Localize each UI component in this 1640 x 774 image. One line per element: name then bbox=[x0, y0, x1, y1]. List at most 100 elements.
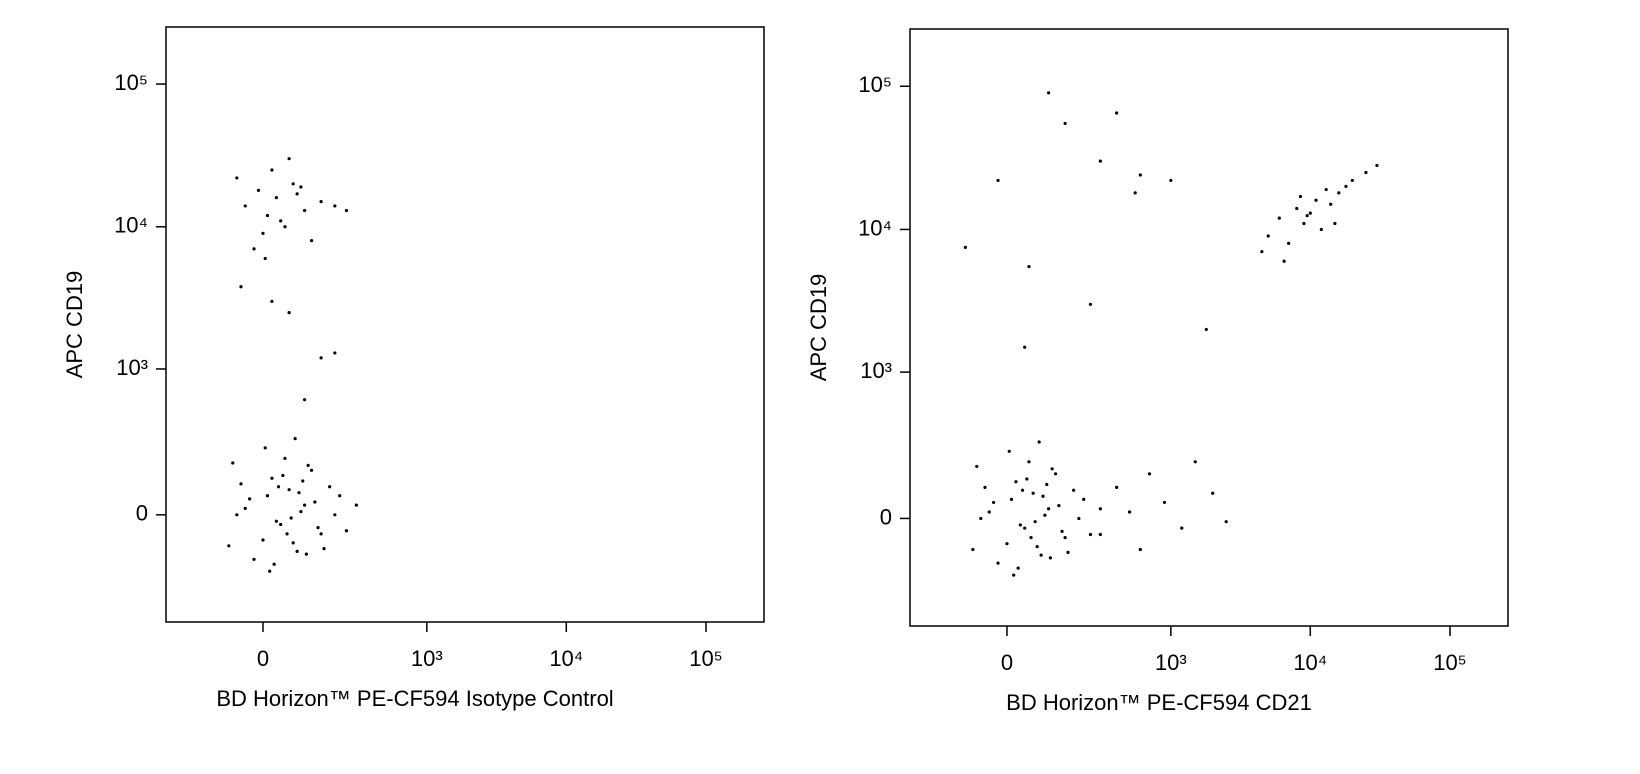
event-dot bbox=[333, 513, 337, 517]
event-dot bbox=[1266, 234, 1270, 238]
event-dot bbox=[996, 178, 1000, 183]
y-tick-label: 0 bbox=[136, 501, 148, 526]
event-dot bbox=[1039, 553, 1043, 557]
event-dot bbox=[333, 351, 337, 355]
event-dot bbox=[287, 488, 291, 492]
event-dot bbox=[319, 200, 323, 204]
event-dot bbox=[1098, 159, 1102, 163]
event-dot bbox=[1046, 91, 1051, 95]
event-dot bbox=[1115, 485, 1119, 489]
x-axis-title: BD Horizon™ PE-CF594 Isotype Control bbox=[216, 686, 613, 711]
event-dot bbox=[299, 185, 303, 189]
event-dot bbox=[338, 494, 342, 498]
event-dot bbox=[302, 398, 307, 402]
x-tick-label: 10⁵ bbox=[1433, 650, 1467, 675]
event-dot bbox=[287, 157, 291, 161]
plot-frame bbox=[909, 28, 1509, 627]
event-dot bbox=[1033, 520, 1037, 524]
event-dot bbox=[1053, 472, 1058, 476]
event-dot bbox=[274, 519, 278, 523]
y-axis-title: APC CD19 bbox=[62, 271, 87, 379]
event-dot bbox=[243, 204, 247, 208]
y-tick-label: 10³ bbox=[116, 355, 148, 380]
event-dot bbox=[313, 500, 317, 504]
event-dot bbox=[287, 311, 291, 315]
event-dot bbox=[1072, 488, 1076, 492]
event-dot bbox=[239, 482, 243, 486]
x-tick-label: 0 bbox=[257, 646, 269, 671]
event-dot bbox=[1005, 542, 1009, 546]
event-dot bbox=[1277, 216, 1281, 220]
event-dot bbox=[1035, 545, 1039, 549]
event-dot bbox=[1016, 566, 1020, 570]
event-dot bbox=[344, 208, 349, 213]
event-dot bbox=[1364, 170, 1368, 175]
event-dot bbox=[1014, 480, 1018, 484]
event-dot bbox=[987, 510, 991, 514]
event-dot bbox=[1350, 178, 1354, 183]
event-dot bbox=[1043, 513, 1047, 517]
event-dot bbox=[1298, 194, 1303, 199]
event-dot bbox=[301, 479, 305, 483]
event-dot bbox=[354, 503, 358, 507]
event-dot bbox=[309, 468, 314, 472]
event-dot bbox=[235, 513, 239, 517]
event-dot bbox=[295, 549, 299, 553]
event-dot bbox=[252, 557, 256, 561]
event-dot bbox=[302, 208, 307, 213]
event-dot bbox=[1133, 191, 1137, 195]
y-tick-label: 10⁵ bbox=[114, 70, 148, 95]
x-tick-label: 10³ bbox=[411, 646, 443, 671]
event-dot bbox=[322, 547, 326, 551]
event-dot bbox=[235, 176, 239, 180]
event-dot bbox=[1057, 503, 1061, 508]
event-dot bbox=[1027, 460, 1031, 464]
event-dot bbox=[1009, 497, 1014, 501]
event-dot bbox=[295, 192, 299, 196]
event-dot bbox=[1012, 573, 1016, 577]
event-dot bbox=[328, 485, 332, 489]
event-dot bbox=[1048, 556, 1052, 560]
event-dot bbox=[1295, 206, 1299, 211]
event-dot bbox=[291, 182, 295, 186]
event-dot bbox=[1050, 467, 1054, 471]
plot-frame bbox=[165, 26, 765, 623]
event-dot bbox=[996, 561, 1000, 565]
event-dot bbox=[268, 569, 272, 573]
event-dot bbox=[1305, 213, 1309, 218]
y-tick-label: 0 bbox=[880, 504, 892, 529]
event-dot bbox=[983, 485, 987, 489]
event-dot bbox=[963, 245, 967, 249]
event-dot bbox=[276, 485, 281, 489]
event-dot bbox=[265, 494, 270, 498]
x-axis-title: BD Horizon™ PE-CF594 CD21 bbox=[1006, 690, 1312, 715]
event-dot bbox=[243, 506, 247, 510]
event-dot bbox=[1180, 526, 1184, 530]
event-dot bbox=[1324, 187, 1328, 192]
event-dot bbox=[1260, 250, 1264, 254]
event-dot bbox=[252, 247, 256, 251]
event-dot bbox=[1046, 507, 1051, 511]
event-dot bbox=[1308, 211, 1312, 215]
y-tick-label: 10⁵ bbox=[858, 72, 892, 97]
x-tick-label: 10⁴ bbox=[549, 646, 583, 671]
event-dot bbox=[289, 516, 293, 520]
event-dot bbox=[1211, 491, 1215, 495]
event-dot bbox=[1037, 440, 1041, 444]
event-dot bbox=[316, 526, 320, 530]
event-dot bbox=[1082, 497, 1086, 501]
event-dot bbox=[1344, 184, 1348, 188]
event-dot bbox=[285, 532, 289, 536]
event-dot bbox=[281, 473, 285, 478]
event-dot bbox=[265, 213, 270, 218]
event-dot bbox=[1023, 345, 1027, 349]
event-dot bbox=[256, 188, 261, 192]
event-dot bbox=[1115, 111, 1119, 115]
event-dot bbox=[1282, 259, 1286, 263]
event-dot bbox=[227, 544, 231, 548]
event-dot bbox=[1063, 121, 1067, 126]
event-dot bbox=[1329, 202, 1333, 206]
x-tick-label: 10⁵ bbox=[689, 646, 723, 671]
